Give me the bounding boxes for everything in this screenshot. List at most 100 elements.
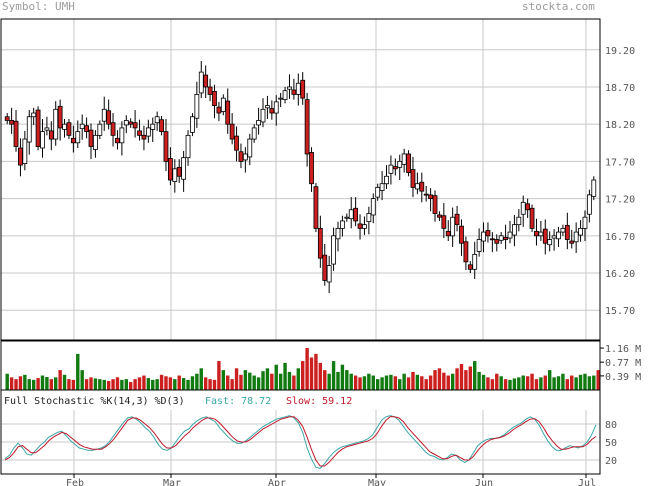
volume-bar xyxy=(124,379,128,390)
volume-bar xyxy=(226,375,230,390)
candle-body xyxy=(35,109,41,147)
volume-bar xyxy=(521,375,525,390)
candle-body xyxy=(366,213,372,223)
candle-body xyxy=(441,215,447,229)
month-tick-label: Feb xyxy=(66,478,84,486)
volume-bar xyxy=(561,373,565,390)
candle-body xyxy=(534,230,539,237)
price-tick-label: 15.70 xyxy=(605,306,635,317)
volume-bar xyxy=(40,375,45,390)
candle-body xyxy=(476,239,482,252)
candle-body xyxy=(459,225,464,244)
candle-body xyxy=(194,94,200,119)
candle-body xyxy=(181,157,187,180)
volume-bar xyxy=(406,377,411,390)
volume-bar xyxy=(309,357,314,390)
volume-bar xyxy=(128,382,133,390)
volume-bar xyxy=(380,377,384,390)
volume-bar xyxy=(428,375,433,390)
volume-bar xyxy=(464,370,468,390)
candle-body xyxy=(485,230,491,237)
stochastic-slow-label: Slow: 59.12 xyxy=(286,396,353,407)
candle-body xyxy=(225,100,231,125)
stochastic-tick-label: 20 xyxy=(605,456,617,467)
volume-bar xyxy=(31,379,36,390)
price-tick-label: 16.20 xyxy=(605,269,635,280)
candle-body xyxy=(586,194,592,215)
candle-body xyxy=(520,201,526,215)
candle-body xyxy=(185,134,191,159)
candle-body xyxy=(44,127,50,131)
volume-bar xyxy=(499,376,503,390)
volume-bar xyxy=(93,378,98,390)
volume-bar xyxy=(274,364,278,390)
candle-body xyxy=(331,235,336,265)
volume-bar xyxy=(212,379,217,390)
volume-tick-label: 1.16 M xyxy=(605,344,641,355)
candle-body xyxy=(106,110,112,125)
candle-body xyxy=(57,105,63,129)
candle-body xyxy=(317,227,323,259)
month-tick-label: Apr xyxy=(268,478,286,486)
volume-bar xyxy=(301,361,305,390)
candle-body xyxy=(269,108,275,114)
volume-bar xyxy=(199,368,203,390)
volume-bar xyxy=(517,377,521,390)
candle-body xyxy=(397,160,403,168)
candle-body xyxy=(489,238,495,241)
candle-body xyxy=(556,231,561,240)
volume-bar xyxy=(490,379,495,390)
candle-body xyxy=(432,195,438,214)
candle-body xyxy=(406,153,411,173)
volume-bars xyxy=(5,348,600,390)
volume-bar xyxy=(512,378,517,390)
candle-body xyxy=(172,168,178,182)
brand-label: stockta.com xyxy=(522,0,595,13)
candle-body xyxy=(481,231,486,242)
volume-bar xyxy=(111,379,115,390)
candle-body xyxy=(384,175,389,185)
volume-bar xyxy=(146,378,151,390)
candle-body xyxy=(128,121,134,125)
candle-body xyxy=(251,127,257,140)
volume-bar xyxy=(578,374,583,390)
volume-bar xyxy=(459,363,464,390)
volume-bar xyxy=(5,373,9,390)
candle-body xyxy=(512,224,517,236)
volume-bar xyxy=(318,362,323,390)
volume-bar xyxy=(252,375,256,390)
candle-body xyxy=(13,120,19,147)
candle-body xyxy=(335,227,341,240)
volume-bar xyxy=(539,377,543,390)
candle-body xyxy=(22,138,28,165)
candle-body xyxy=(560,227,566,233)
candle-body xyxy=(88,129,94,147)
volume-bar xyxy=(450,373,455,390)
volume-bar xyxy=(574,377,578,390)
candle-body xyxy=(282,90,288,101)
volume-bar xyxy=(190,376,195,390)
price-tick-label: 18.70 xyxy=(605,83,635,94)
candle-body xyxy=(437,214,442,218)
candle-body xyxy=(159,119,164,133)
candle-body xyxy=(190,116,195,133)
volume-bar xyxy=(159,374,164,390)
volume-bar xyxy=(287,371,292,390)
volume-bar xyxy=(525,376,530,390)
candle-body xyxy=(309,152,314,185)
candle-body xyxy=(445,230,451,237)
volume-bar xyxy=(420,376,424,390)
volume-tick-label: 0.39 M xyxy=(605,372,641,383)
candle-body xyxy=(93,134,98,150)
candle-body xyxy=(591,179,597,197)
volume-bar xyxy=(239,374,243,390)
volume-tick-label: 0.77 M xyxy=(605,358,641,369)
volume-bar xyxy=(530,373,534,390)
volume-bar xyxy=(340,364,345,390)
volume-bar xyxy=(49,379,54,390)
axes: 19.20 18.70 18.20 17.70 17.20 16.70 16.20 15.70… xyxy=(0,18,641,486)
candle-body xyxy=(101,108,107,122)
candle-body xyxy=(53,108,59,140)
candle-body xyxy=(97,123,103,136)
volume-bar xyxy=(76,353,80,390)
